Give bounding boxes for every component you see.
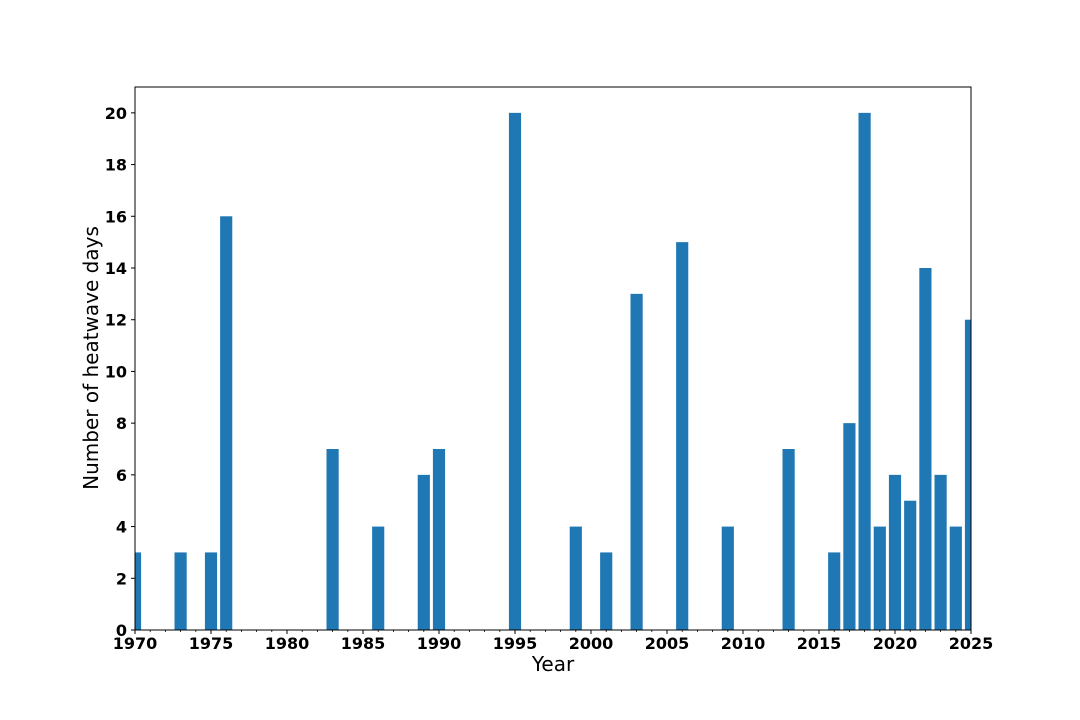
y-tick-label: 4 <box>116 518 127 537</box>
bar-2001 <box>600 552 613 630</box>
bar-2024 <box>949 526 962 630</box>
x-axis-label: Year <box>531 652 575 676</box>
bar-1975 <box>204 552 218 630</box>
bar-2023 <box>934 474 947 630</box>
bar-2016 <box>828 552 841 630</box>
bars-group <box>135 112 971 631</box>
bar-2009 <box>721 526 734 630</box>
bar-1990 <box>432 449 446 630</box>
x-tick-label: 2010 <box>721 634 766 653</box>
y-tick-label: 14 <box>105 259 127 278</box>
x-tick-label: 1970 <box>113 634 158 653</box>
x-tick-label: 2000 <box>569 634 614 653</box>
bar-2003 <box>630 293 643 630</box>
x-tick-label: 1980 <box>265 634 310 653</box>
bar-1983 <box>326 449 339 630</box>
bar-2020 <box>888 474 902 630</box>
bar-2006 <box>676 242 689 630</box>
bar-1976 <box>220 216 233 631</box>
x-tick-label: 2005 <box>645 634 690 653</box>
bar-1995 <box>508 112 522 631</box>
bar-1973 <box>174 552 187 630</box>
x-tick-label: 1985 <box>341 634 386 653</box>
bar-1970 <box>135 552 142 630</box>
x-tick-label: 1995 <box>493 634 538 653</box>
plot-frame <box>134 86 972 631</box>
y-axis-ticks: 0 2 4 6 8 10 12 14 16 18 20 <box>105 104 135 640</box>
y-tick-label: 8 <box>116 414 127 433</box>
y-tick-label: 10 <box>105 362 127 381</box>
bar-2017 <box>843 423 856 630</box>
bar-1989 <box>417 474 430 630</box>
y-tick-label: 2 <box>116 569 127 588</box>
bar-2022 <box>919 268 932 630</box>
y-tick-label: 12 <box>105 311 127 330</box>
y-tick-label: 20 <box>105 104 127 123</box>
bar-1999 <box>569 526 582 630</box>
bar-1986 <box>372 526 385 630</box>
x-axis-ticks: 1970 1975 1980 1985 1990 1995 2000 2005 2010 2015… <box>113 630 994 653</box>
bar-2021 <box>904 500 917 630</box>
y-tick-label: 16 <box>105 207 127 226</box>
y-axis-label: Number of heatwave days <box>79 226 103 490</box>
y-tick-label: 18 <box>105 156 127 175</box>
bar-2018 <box>858 112 871 631</box>
x-tick-label: 2020 <box>873 634 918 653</box>
y-tick-label: 6 <box>116 466 127 485</box>
y-tick-label: 0 <box>116 621 127 640</box>
x-tick-label: 2025 <box>949 634 994 653</box>
x-tick-label: 1990 <box>417 634 462 653</box>
bar-2025 <box>964 319 971 630</box>
x-tick-label: 1975 <box>189 634 234 653</box>
bar-2019 <box>873 526 886 630</box>
bar-2013 <box>782 449 795 630</box>
x-tick-label: 2015 <box>797 634 842 653</box>
